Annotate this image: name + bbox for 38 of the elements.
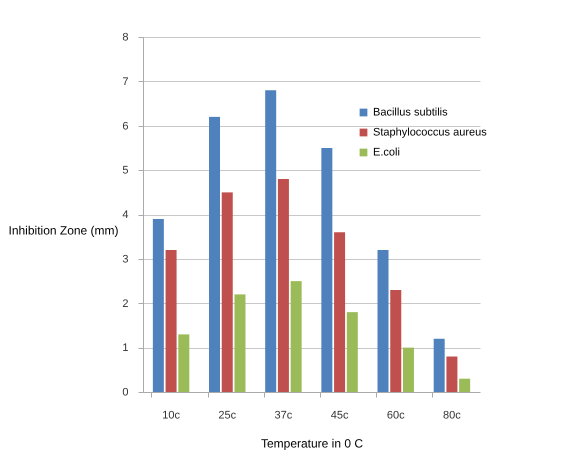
y-tick-label: 6 — [122, 120, 128, 132]
y-tick-label: 5 — [122, 164, 128, 177]
x-tick-label: 60c — [386, 410, 406, 422]
y-tick-label: 1 — [122, 342, 128, 354]
bar — [234, 294, 246, 392]
bar — [378, 250, 389, 392]
y-axis-title: Inhibition Zone (mm) — [8, 224, 119, 238]
x-tick-label: 37c — [274, 410, 293, 422]
bar — [321, 148, 332, 392]
bar — [459, 378, 470, 392]
bar — [402, 348, 414, 392]
bar — [346, 312, 358, 392]
bar — [222, 192, 233, 392]
bar — [278, 179, 289, 392]
y-tick-label: 8 — [122, 32, 128, 44]
legend-label: Staphylococcus aureus — [373, 126, 488, 138]
bar — [290, 281, 302, 392]
bar — [265, 90, 276, 392]
bar — [390, 290, 402, 392]
y-tick-label: 0 — [122, 386, 128, 398]
y-tick-label: 3 — [122, 253, 128, 266]
bar — [209, 116, 220, 392]
x-axis-title: Temperature in 0 C — [260, 436, 364, 450]
bar — [446, 356, 458, 392]
y-tick-label: 2 — [122, 298, 128, 310]
legend-label: Bacillus subtilis — [373, 106, 448, 118]
bar — [166, 250, 177, 392]
bar — [152, 218, 164, 392]
x-tick-label: 45c — [330, 410, 349, 422]
legend-label: E.coli — [373, 146, 400, 158]
y-tick-label: 4 — [122, 209, 128, 221]
x-tick-label: 25c — [218, 410, 237, 422]
x-tick-label: 10c — [162, 410, 180, 422]
y-tick-label: 7 — [122, 76, 128, 88]
x-tick-label: 80c — [443, 410, 462, 422]
bar — [334, 232, 346, 392]
bar — [434, 338, 445, 392]
bar — [178, 334, 190, 392]
